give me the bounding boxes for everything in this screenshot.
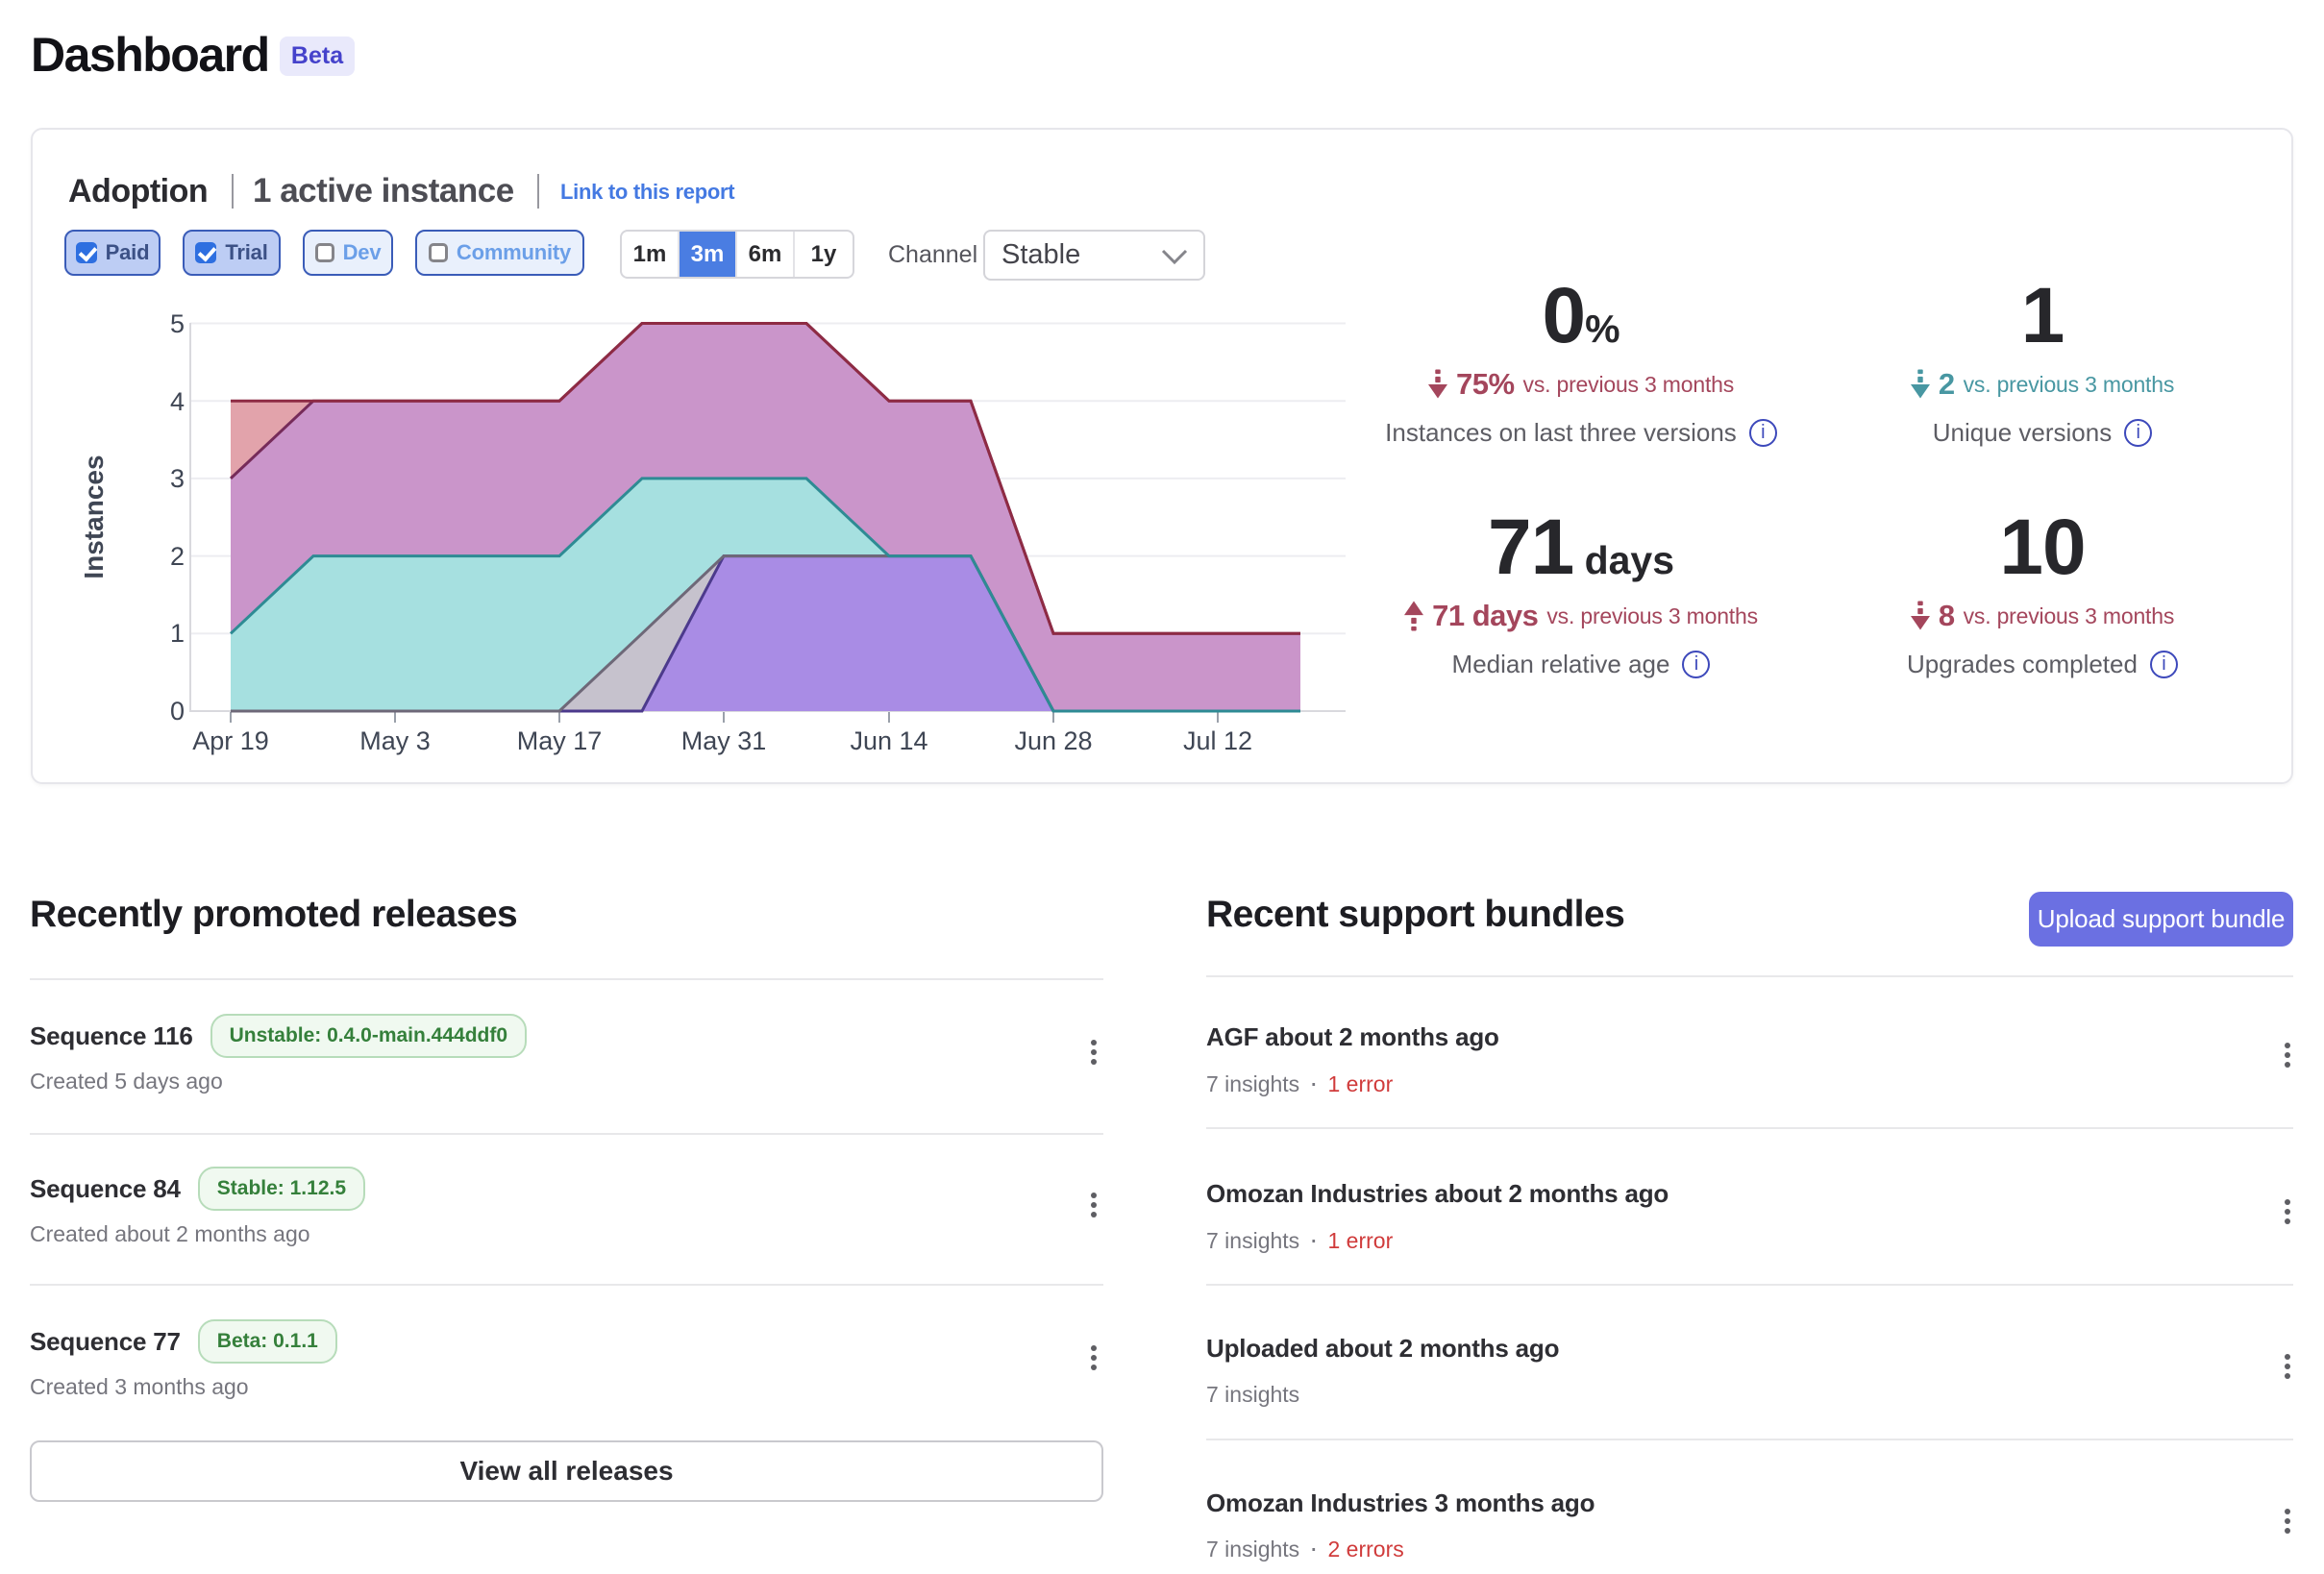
- svg-text:0: 0: [170, 697, 185, 726]
- svg-text:5: 5: [170, 309, 185, 338]
- svg-text:2: 2: [170, 542, 185, 571]
- svg-text:4: 4: [170, 387, 185, 416]
- svg-text:May 31: May 31: [681, 726, 767, 755]
- svg-text:Instances: Instances: [79, 455, 109, 578]
- svg-text:May 17: May 17: [517, 726, 603, 755]
- svg-text:3: 3: [170, 464, 185, 493]
- svg-text:Jul 12: Jul 12: [1183, 726, 1252, 755]
- svg-text:Jun 14: Jun 14: [850, 726, 927, 755]
- svg-text:Jun 28: Jun 28: [1014, 726, 1092, 755]
- svg-text:Apr 19: Apr 19: [192, 726, 269, 755]
- svg-text:1: 1: [170, 619, 185, 648]
- svg-text:May 3: May 3: [359, 726, 431, 755]
